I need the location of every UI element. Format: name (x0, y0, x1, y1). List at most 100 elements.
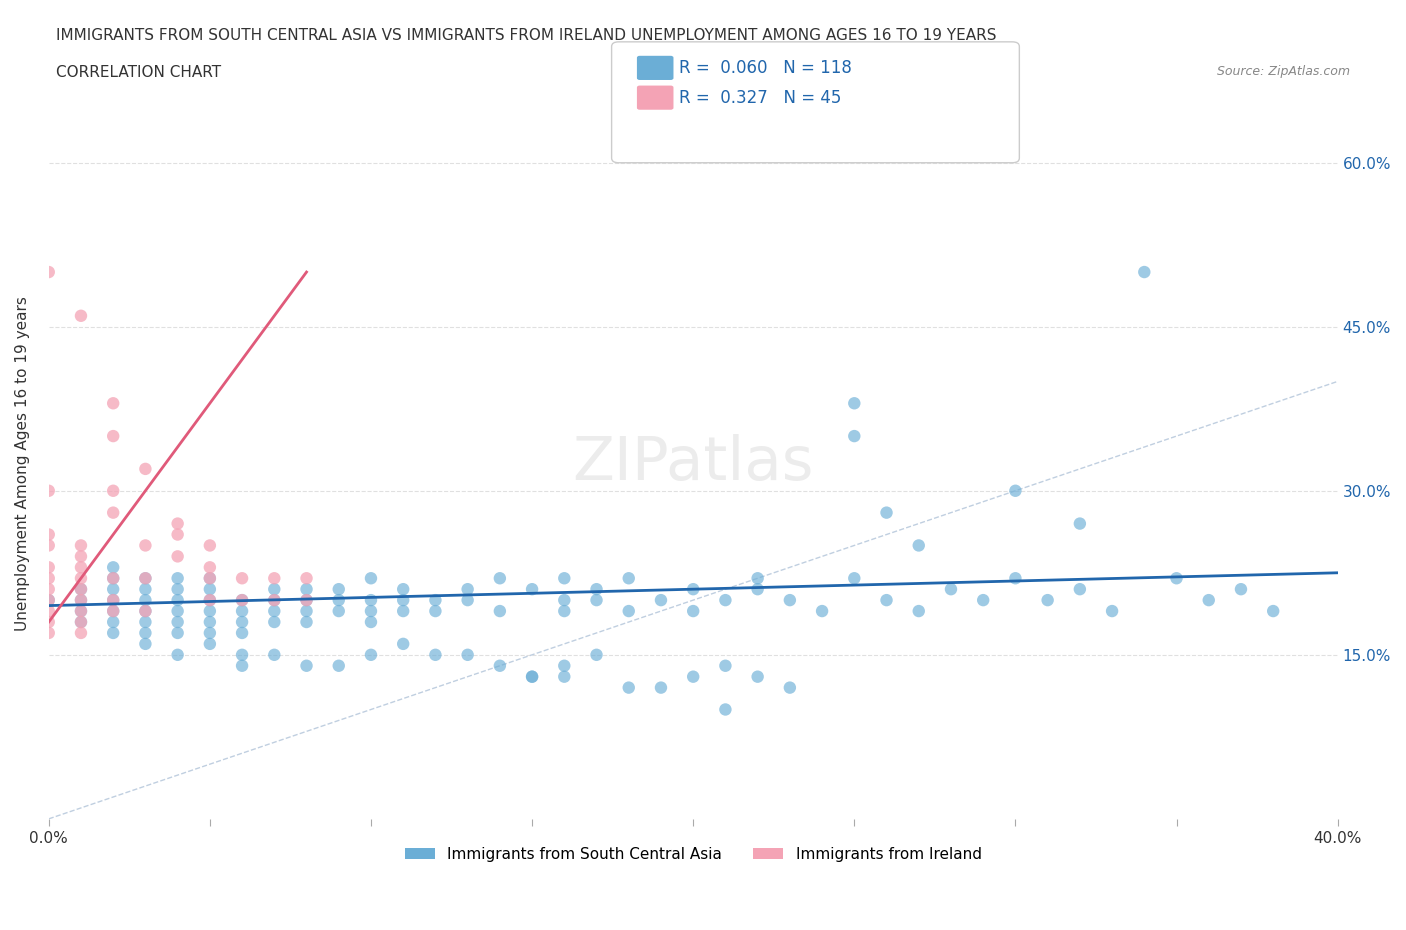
Immigrants from South Central Asia (392, 582, 415, 597)
Immigrants from South Central Asia (779, 592, 801, 607)
Immigrants from South Central Asia (1133, 265, 1156, 280)
Immigrants from South Central Asia (425, 647, 447, 662)
Immigrants from Ireland (231, 592, 253, 607)
Immigrants from Ireland (166, 516, 188, 531)
Immigrants from South Central Asia (166, 592, 188, 607)
Immigrants from South Central Asia (263, 592, 285, 607)
Immigrants from South Central Asia (876, 592, 898, 607)
Immigrants from Ireland (166, 549, 188, 564)
Immigrants from South Central Asia (134, 615, 156, 630)
Immigrants from South Central Asia (520, 582, 543, 597)
Immigrants from Ireland (38, 571, 60, 586)
Immigrants from South Central Asia (198, 592, 221, 607)
Immigrants from South Central Asia (103, 626, 125, 641)
Immigrants from South Central Asia (585, 592, 607, 607)
Immigrants from South Central Asia (295, 615, 318, 630)
Immigrants from South Central Asia (198, 604, 221, 618)
Immigrants from South Central Asia (231, 626, 253, 641)
Immigrants from South Central Asia (844, 571, 866, 586)
Immigrants from Ireland (70, 615, 93, 630)
Immigrants from Ireland (103, 505, 125, 520)
Immigrants from Ireland (166, 527, 188, 542)
Immigrants from South Central Asia (328, 604, 350, 618)
Immigrants from Ireland (231, 571, 253, 586)
Immigrants from South Central Asia (1101, 604, 1123, 618)
Immigrants from South Central Asia (263, 647, 285, 662)
Immigrants from South Central Asia (134, 604, 156, 618)
Immigrants from South Central Asia (457, 582, 479, 597)
Legend: Immigrants from South Central Asia, Immigrants from Ireland: Immigrants from South Central Asia, Immi… (398, 841, 988, 868)
Immigrants from South Central Asia (1036, 592, 1059, 607)
Immigrants from South Central Asia (231, 604, 253, 618)
Immigrants from South Central Asia (392, 592, 415, 607)
Immigrants from South Central Asia (489, 604, 512, 618)
Immigrants from South Central Asia (682, 582, 704, 597)
Text: IMMIGRANTS FROM SOUTH CENTRAL ASIA VS IMMIGRANTS FROM IRELAND UNEMPLOYMENT AMONG: IMMIGRANTS FROM SOUTH CENTRAL ASIA VS IM… (56, 28, 997, 43)
Immigrants from South Central Asia (1166, 571, 1188, 586)
Immigrants from Ireland (38, 582, 60, 597)
Text: R =  0.060   N = 118: R = 0.060 N = 118 (679, 59, 852, 77)
Immigrants from South Central Asia (134, 592, 156, 607)
Immigrants from South Central Asia (103, 582, 125, 597)
Immigrants from South Central Asia (425, 592, 447, 607)
Immigrants from Ireland (38, 626, 60, 641)
Immigrants from Ireland (103, 592, 125, 607)
Immigrants from South Central Asia (134, 571, 156, 586)
Immigrants from South Central Asia (38, 592, 60, 607)
Immigrants from South Central Asia (231, 592, 253, 607)
Immigrants from South Central Asia (939, 582, 962, 597)
Immigrants from South Central Asia (617, 680, 640, 695)
Immigrants from South Central Asia (360, 571, 382, 586)
Immigrants from Ireland (70, 560, 93, 575)
Immigrants from Ireland (295, 592, 318, 607)
Immigrants from Ireland (103, 484, 125, 498)
Immigrants from South Central Asia (166, 571, 188, 586)
Immigrants from South Central Asia (70, 582, 93, 597)
Immigrants from Ireland (103, 571, 125, 586)
Immigrants from South Central Asia (263, 604, 285, 618)
Immigrants from South Central Asia (328, 592, 350, 607)
Immigrants from Ireland (70, 309, 93, 324)
Immigrants from Ireland (70, 549, 93, 564)
Immigrants from South Central Asia (134, 582, 156, 597)
Immigrants from South Central Asia (520, 670, 543, 684)
Immigrants from Ireland (70, 592, 93, 607)
Immigrants from Ireland (38, 265, 60, 280)
Immigrants from Ireland (103, 604, 125, 618)
Immigrants from South Central Asia (70, 604, 93, 618)
Immigrants from South Central Asia (198, 636, 221, 651)
Immigrants from South Central Asia (328, 582, 350, 597)
Immigrants from South Central Asia (1004, 571, 1026, 586)
Immigrants from South Central Asia (747, 670, 769, 684)
Immigrants from South Central Asia (844, 396, 866, 411)
Immigrants from South Central Asia (714, 658, 737, 673)
Immigrants from South Central Asia (103, 592, 125, 607)
Immigrants from Ireland (38, 527, 60, 542)
Text: Source: ZipAtlas.com: Source: ZipAtlas.com (1216, 65, 1350, 78)
Immigrants from South Central Asia (425, 604, 447, 618)
Immigrants from South Central Asia (457, 592, 479, 607)
Immigrants from South Central Asia (360, 592, 382, 607)
Immigrants from South Central Asia (972, 592, 994, 607)
Immigrants from Ireland (38, 560, 60, 575)
Immigrants from Ireland (198, 571, 221, 586)
Immigrants from South Central Asia (907, 604, 929, 618)
Immigrants from South Central Asia (70, 615, 93, 630)
Immigrants from South Central Asia (198, 626, 221, 641)
Immigrants from South Central Asia (489, 571, 512, 586)
Immigrants from South Central Asia (553, 658, 575, 673)
Immigrants from South Central Asia (103, 560, 125, 575)
Immigrants from Ireland (70, 582, 93, 597)
Immigrants from South Central Asia (103, 571, 125, 586)
Immigrants from South Central Asia (360, 615, 382, 630)
Immigrants from South Central Asia (198, 571, 221, 586)
Immigrants from Ireland (134, 538, 156, 553)
Text: R =  0.327   N = 45: R = 0.327 N = 45 (679, 88, 841, 107)
Immigrants from Ireland (263, 592, 285, 607)
Immigrants from South Central Asia (811, 604, 834, 618)
Immigrants from South Central Asia (198, 582, 221, 597)
Immigrants from South Central Asia (295, 604, 318, 618)
Immigrants from South Central Asia (360, 604, 382, 618)
Immigrants from South Central Asia (907, 538, 929, 553)
Immigrants from Ireland (70, 604, 93, 618)
